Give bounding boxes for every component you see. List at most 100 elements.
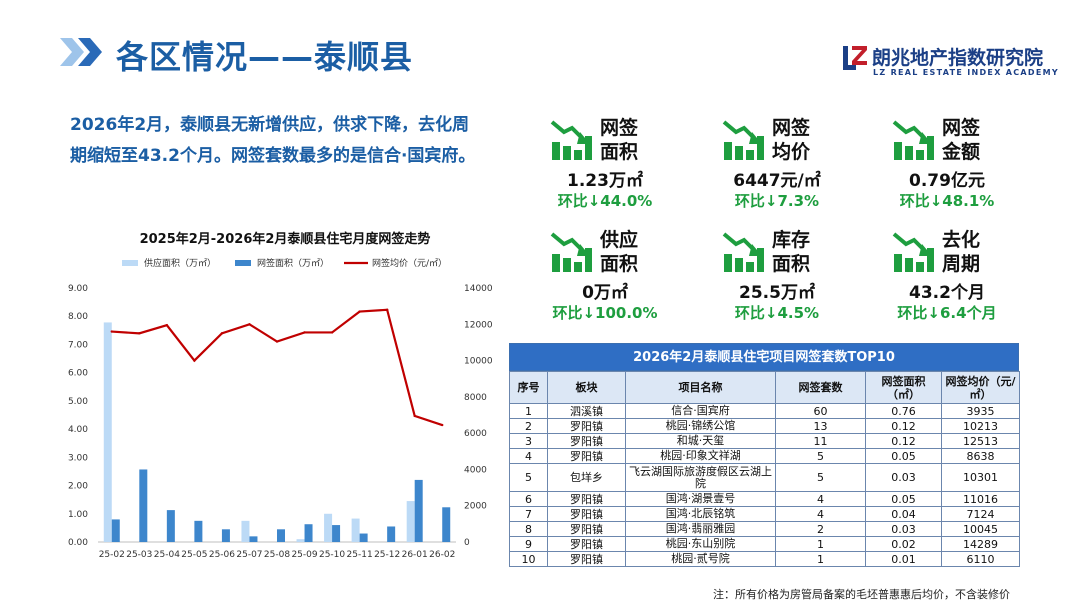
avg-price-point (358, 310, 361, 313)
table-cell: 和城·天玺 (625, 433, 776, 449)
table-header-row: 序号 板块 项目名称 网签套数 网签面积（㎡） 网签均价（元/㎡） (509, 371, 1020, 404)
table-cell: 罗阳镇 (547, 506, 626, 522)
table-cell: 5 (509, 463, 548, 492)
table-cell: 5 (775, 463, 866, 492)
table-cell: 桃园·印象文祥湖 (625, 448, 776, 464)
table-cell: 飞云湖国际旅游度假区云湖上院 (625, 463, 776, 492)
table-cell: 11016 (941, 491, 1020, 507)
bar-signed-area (111, 519, 120, 542)
y-right-tick-label: 12000 (464, 320, 493, 330)
chart-down-icon (892, 120, 934, 160)
x-tick-label: 26-01 (402, 550, 428, 560)
table-cell: 罗阳镇 (547, 536, 626, 552)
kpi-value: 0万㎡ (582, 283, 628, 303)
chart-down-icon (722, 232, 764, 272)
chart-down-icon (722, 120, 764, 160)
table-row: 8 罗阳镇 国鸿·翡丽雅园 2 0.03 10045 (509, 521, 1020, 537)
x-tick-label: 25-05 (181, 550, 207, 560)
x-tick-label: 25-06 (209, 550, 235, 560)
table-cell: 桃园·贰号院 (625, 551, 776, 567)
kpi-card: 网签 均价 6447元/㎡ 环比↓7.3% (712, 117, 862, 218)
y-right-tick-label: 0 (464, 538, 470, 548)
kpi-card: 去化 周期 43.2个月 环比↓6.4个月 (882, 229, 1032, 330)
table-cell: 12513 (941, 433, 1020, 449)
top10-table: 2026年2月泰顺县住宅项目网签套数TOP10 序号 板块 项目名称 网签套数 网签面积… (509, 343, 1020, 567)
footnote: 注：所有价格为房管局备案的毛坯普惠惠后均价，不含装修价 (713, 588, 1010, 601)
bar-supply-area (103, 322, 112, 542)
avg-price-point (385, 308, 389, 311)
table-cell: 1 (775, 551, 866, 567)
legend-label: 供应面积（万㎡） (144, 257, 216, 269)
table-cell: 2 (775, 521, 866, 537)
table-cell: 包垟乡 (547, 463, 626, 492)
table-cell: 4 (775, 506, 866, 522)
table-row: 9 罗阳镇 桃园·东山别院 1 0.02 14289 (509, 536, 1020, 552)
page-title: 各区情况——泰顺县 (116, 38, 414, 76)
table-header-cell: 网签套数 (775, 371, 866, 404)
bar-signed-area (249, 536, 258, 542)
table-cell: 0.02 (865, 536, 942, 552)
kpi-card: 网签 面积 1.23万㎡ 环比↓44.0% (540, 117, 690, 218)
summary-line-2: 期缩短至43.2个月。网签套数最多的是信合·国宾府。 (70, 146, 476, 166)
table-cell: 信合·国宾府 (625, 403, 776, 419)
summary-line-1: 2026年2月，泰顺县无新增供应，供求下降，去化周 (70, 115, 470, 135)
chart-down-icon (550, 120, 592, 160)
table-cell: 60 (775, 403, 866, 419)
table-cell: 2 (509, 418, 548, 434)
kpi-value: 6447元/㎡ (733, 171, 821, 191)
avg-price-point (413, 414, 416, 418)
table-row: 3 罗阳镇 和城·天玺 11 0.12 12513 (509, 433, 1020, 449)
table-cell: 0.05 (865, 448, 942, 464)
y-left-tick-label: 5.00 (68, 397, 88, 407)
kpi-change: 环比↓4.5% (734, 304, 820, 322)
table-header-cell: 序号 (509, 371, 548, 404)
bar-supply-area (406, 501, 415, 542)
table-cell: 9 (509, 536, 548, 552)
table-header-cell: 网签均价（元/㎡） (941, 371, 1020, 404)
kpi-card: 库存 面积 25.5万㎡ 环比↓4.5% (712, 229, 862, 330)
table-cell: 罗阳镇 (547, 448, 626, 464)
table-cell: 罗阳镇 (547, 521, 626, 537)
kpi-change: 环比↓100.0% (552, 304, 658, 322)
table-cell: 0.03 (865, 463, 942, 492)
table-cell: 3 (509, 433, 548, 449)
chart-title: 2025年2月-2026年2月泰顺县住宅月度网签走势 (139, 232, 431, 247)
kpi-label: 网签 均价 (772, 117, 811, 163)
bar-supply-area (324, 513, 333, 542)
legend-swatch (235, 260, 251, 266)
table-cell: 国鸿·北辰铭筑 (625, 506, 776, 522)
kpi-card: 供应 面积 0万㎡ 环比↓100.0% (540, 229, 690, 330)
table-row: 7 罗阳镇 国鸿·北辰铭筑 4 0.04 7124 (509, 506, 1020, 522)
avg-price-point (248, 323, 251, 326)
table-cell: 国鸿·湖景壹号 (625, 491, 776, 507)
table-cell: 10213 (941, 418, 1020, 434)
x-tick-label: 25-08 (264, 550, 290, 560)
table-cell: 罗阳镇 (547, 551, 626, 567)
table-row: 10 罗阳镇 桃园·贰号院 1 0.01 6110 (509, 551, 1020, 567)
table-cell: 0.76 (865, 403, 942, 419)
bar-supply-area (296, 539, 305, 542)
table-cell: 8638 (941, 448, 1020, 464)
kpi-change: 环比↓6.4个月 (897, 304, 997, 322)
table-cell: 罗阳镇 (547, 491, 626, 507)
x-tick-label: 25-12 (374, 550, 400, 560)
table-cell: 10301 (941, 463, 1020, 492)
x-tick-label: 25-03 (126, 550, 152, 560)
table-cell: 1 (775, 536, 866, 552)
bar-signed-area (194, 520, 203, 542)
avg-price-point (441, 423, 444, 427)
avg-price-point (110, 330, 113, 333)
kpi-value: 0.79亿元 (909, 171, 985, 191)
table-cell: 桃园·东山别院 (625, 536, 776, 552)
chart-down-icon (550, 232, 592, 272)
y-right-tick-label: 6000 (464, 429, 487, 439)
avg-price-point (193, 359, 196, 362)
kpi-value: 25.5万㎡ (739, 283, 815, 303)
kpi-value: 1.23万㎡ (567, 171, 643, 191)
y-right-tick-label: 4000 (464, 465, 487, 475)
bar-signed-area (359, 533, 368, 542)
bar-signed-area (139, 469, 148, 542)
bar-signed-area (442, 507, 451, 542)
trend-chart: 0.00 1.00 2.00 3.00 4.00 5.00 6.00 7.00 8.00 9.00… (68, 257, 493, 560)
table-cell: 桃园·锦绣公馆 (625, 418, 776, 434)
